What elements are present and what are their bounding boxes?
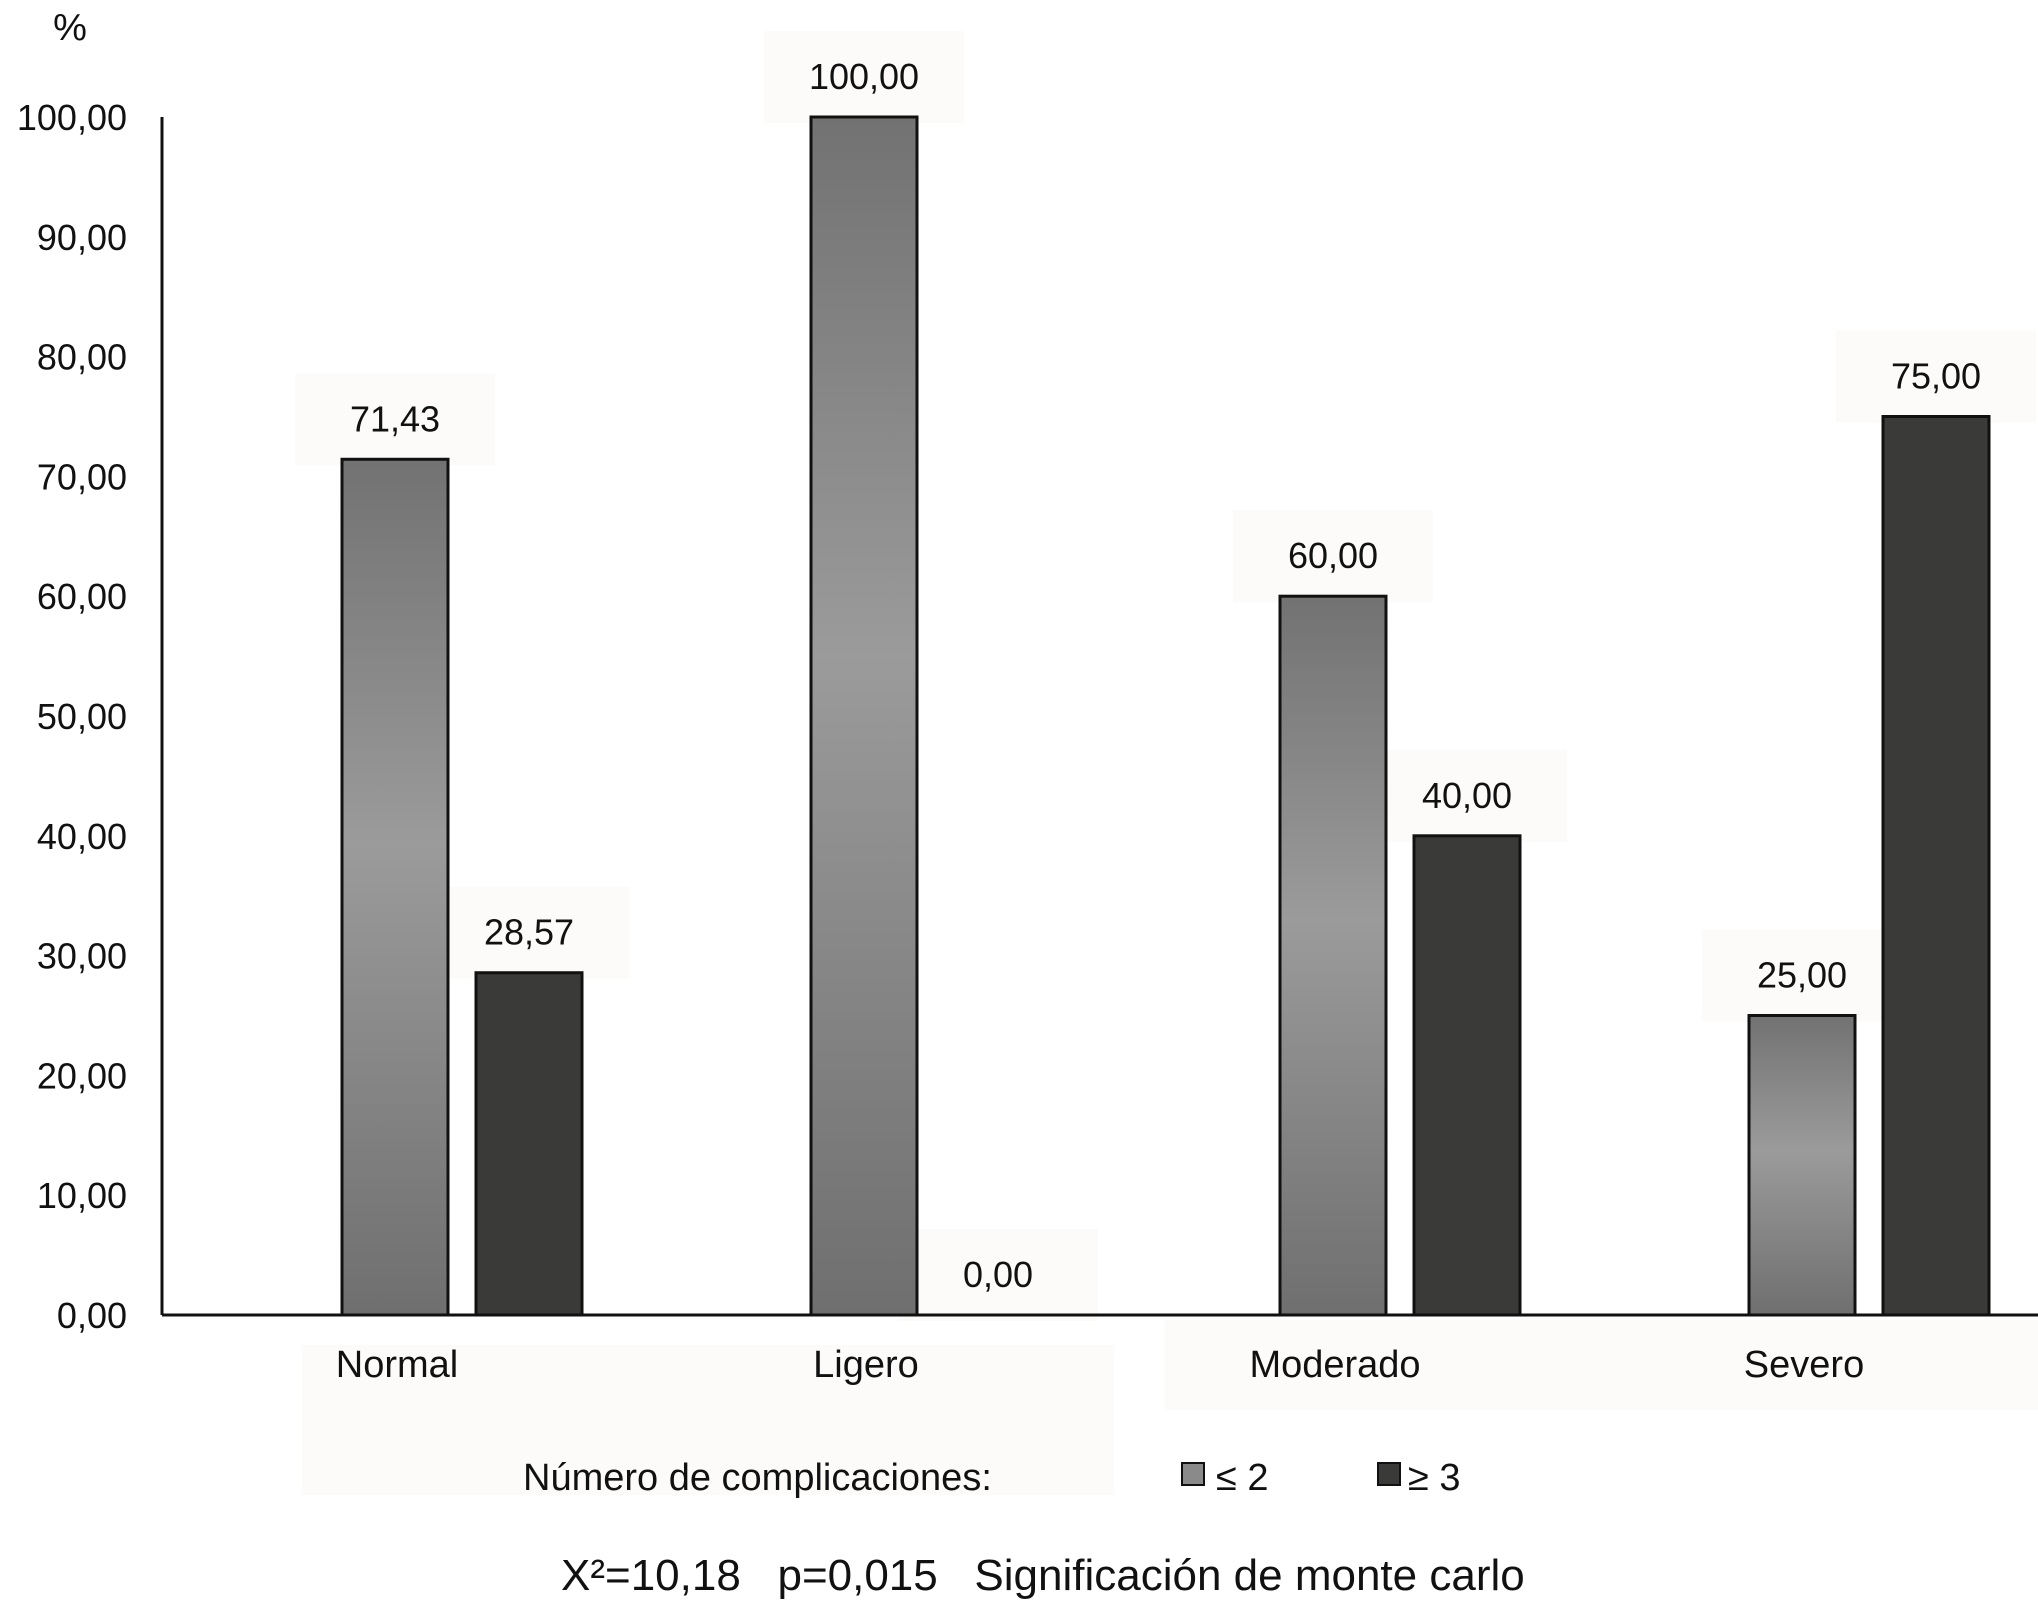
y-tick-label: 0,00: [57, 1295, 127, 1336]
legend-item-ge3: ≥ 3: [1377, 1457, 1461, 1499]
bar-normal-le2: [340, 457, 450, 1317]
bar-moderado-ge3: [1412, 834, 1522, 1317]
y-tick-label: 10,00: [37, 1175, 127, 1216]
data-label: 100,00: [809, 56, 919, 97]
data-label: 28,57: [484, 912, 574, 953]
x-tick-label: Severo: [1744, 1344, 1864, 1386]
data-label: 75,00: [1891, 356, 1981, 397]
y-tick-label: 40,00: [37, 816, 127, 857]
bar-moderado-le2: [1278, 594, 1388, 1317]
data-label-background: [1836, 330, 2036, 423]
legend-swatch-ge3: [1377, 1462, 1401, 1486]
data-label-background: [898, 1229, 1098, 1321]
data-label-background: [429, 886, 629, 979]
data-label: 71,43: [350, 398, 440, 439]
y-tick-label: 100,00: [17, 97, 127, 138]
data-label-background: [1233, 510, 1433, 603]
bar-severo-le2: [1747, 1014, 1857, 1317]
legend-label-le2: ≤ 2: [1216, 1457, 1269, 1499]
legend-label-ge3: ≥ 3: [1408, 1457, 1461, 1499]
x-tick-label: Normal: [336, 1344, 458, 1386]
x-axis-labels: Normal Ligero Moderado Severo: [336, 1344, 1864, 1386]
y-tick-label: 30,00: [37, 936, 127, 977]
y-tick-label: 50,00: [37, 696, 127, 737]
data-label-background: [764, 31, 964, 123]
legend-title: Número de complicaciones:: [523, 1457, 992, 1499]
legend: Número de complicaciones: ≤ 2 ≥ 3: [523, 1457, 1461, 1499]
y-axis-ticks: 0,00 10,00 20,00 30,00 40,00 50,00 60,00 70,00 8…: [17, 97, 127, 1336]
bar-severo-ge3: [1881, 415, 1991, 1317]
y-axis-title: %: [53, 7, 87, 49]
data-label-background: [1702, 929, 1902, 1022]
legend-swatch-le2: [1181, 1462, 1205, 1486]
x-tick-label: Moderado: [1249, 1344, 1420, 1386]
y-tick-label: 80,00: [37, 337, 127, 378]
data-label-background: [295, 373, 495, 466]
data-label-background: [1367, 749, 1567, 842]
bar-ligero-le2: [809, 115, 919, 1317]
y-tick-label: 60,00: [37, 576, 127, 617]
y-tick-label: 20,00: [37, 1055, 127, 1096]
data-label: 25,00: [1757, 955, 1847, 996]
legend-item-le2: ≤ 2: [1181, 1457, 1269, 1499]
bars: [340, 115, 1991, 1317]
y-tick-label: 70,00: [37, 456, 127, 497]
data-label-backgrounds: [295, 31, 2036, 1321]
data-label: 60,00: [1288, 535, 1378, 576]
data-label: 40,00: [1422, 775, 1512, 816]
y-tick-label: 90,00: [37, 217, 127, 258]
data-label: 0,00: [963, 1254, 1033, 1295]
data-labels: 71,43 28,57 100,00 0,00 60,00 40,00 25,00 75,00: [350, 56, 1981, 1295]
bar-normal-ge3: [474, 971, 584, 1317]
category-label-background: [1165, 1320, 2038, 1410]
x-tick-label: Ligero: [813, 1344, 919, 1386]
legend-background: [302, 1345, 1114, 1495]
statistics-footnote: X²=10,18 p=0,015 Significación de monte …: [561, 1551, 1525, 1600]
